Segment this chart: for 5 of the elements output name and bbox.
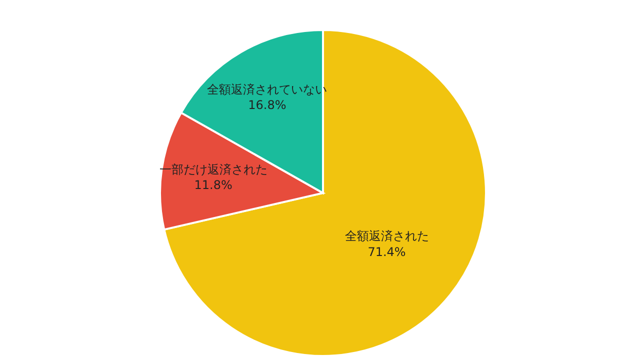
data-label: 11.8% (194, 178, 232, 192)
pie-slice (163, 29, 487, 357)
slice-label: 全額返済された (344, 229, 429, 244)
data-label: 16.8% (248, 98, 286, 112)
data-label: 71.4% (368, 244, 406, 259)
